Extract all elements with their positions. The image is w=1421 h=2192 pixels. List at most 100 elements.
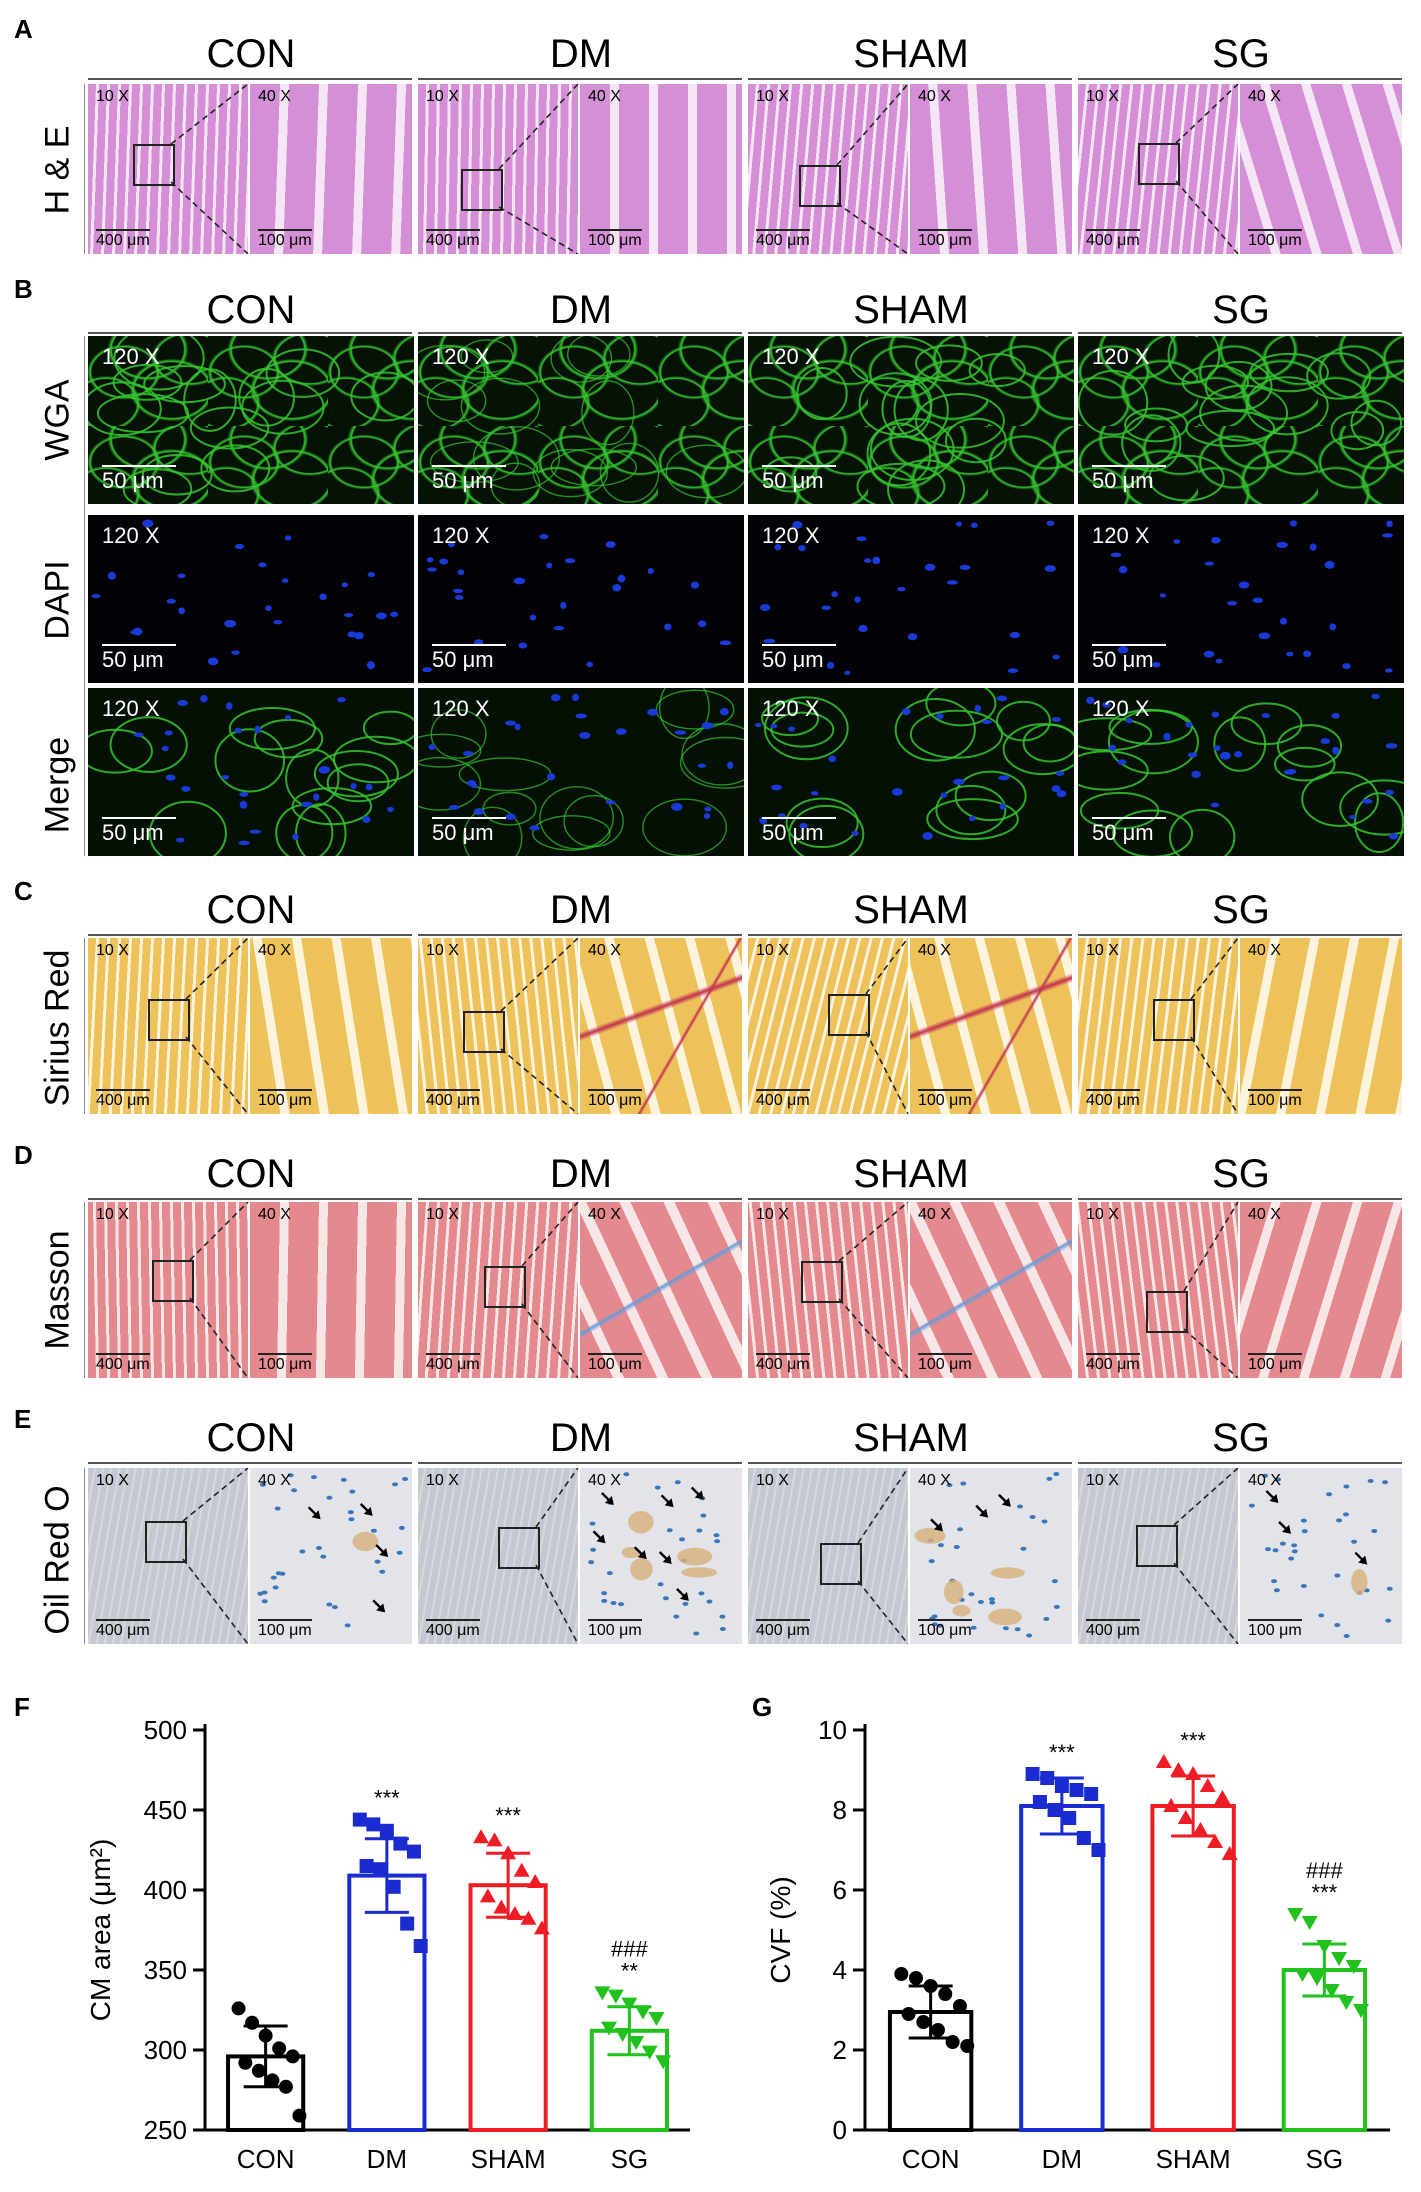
oil-red-nuclei [588,1472,726,1636]
membrane-network [1078,336,1403,502]
scale-bar [1086,1353,1140,1355]
nuclei [1110,520,1393,673]
scale-bar [102,817,176,819]
panel-label-e: E [14,1404,32,1434]
arrow-marker [975,1504,989,1518]
sirius-zoom-con: 40 X 100 μm [250,938,412,1114]
wga-image-dm: 120 X 50 μm [418,336,744,504]
magnification-label: 40 X [918,1472,951,1489]
group-underline [1078,1462,1402,1464]
significance-label: *** [1049,1740,1075,1765]
magnification-label: 40 X [1248,1206,1281,1223]
he-zoom-dm: 40 X 100 μm [580,84,742,254]
zoom-connector-lines [1183,1202,1239,1378]
zoom-connector-lines [521,1202,579,1378]
scale-bar-label: 50 μm [1092,817,1166,846]
scale-bar-label: 50 μm [432,817,506,846]
roi-box [1146,1291,1188,1333]
data-point [1084,1787,1099,1801]
scale-bar-label: 400 μm [1086,229,1140,250]
he-zoom-sham: 40 X 100 μm [910,84,1072,254]
magnification-label: 10 X [426,1206,459,1223]
masson-zoom-sg: 40 X 100 μm [1240,1202,1402,1378]
data-point [272,2041,287,2056]
zoom-connector-lines [1173,1468,1239,1644]
data-point [486,1832,503,1847]
y-tick-label: 2 [833,2035,847,2065]
row-label-he: H & E [38,125,77,215]
he-overview-sham: 10 X 400 μm [748,84,908,254]
scale-bar-label: 400 μm [96,1619,150,1640]
group-underline [748,78,1072,80]
magnification-label: 10 X [96,1206,129,1223]
data-point [621,1997,638,2012]
y-tick-label: 350 [144,1955,187,1985]
figure-left-rule [84,1202,85,1378]
wga-image-sham: 120 X 50 μm [748,336,1074,504]
scale-bar [588,1089,642,1091]
roi-box [1138,143,1180,185]
scale-bar [96,1619,150,1621]
zoom-connector-lines [535,1468,579,1644]
data-point [352,1812,367,1827]
roi-box [799,165,841,207]
scale-bar [1086,229,1140,231]
scale-bar-label: 50 μm [762,465,836,494]
x-tick-label: CON [237,2144,295,2174]
group-underline [418,1198,742,1200]
scale-bar-label: 100 μm [1248,1619,1302,1640]
scale-bar [96,229,150,231]
he-overview-sg: 10 X 400 μm [1078,84,1238,254]
significance-label: *** [374,1786,400,1811]
oil-overview-sg: 10 X 400 μm [1078,1468,1238,1644]
scale-bar-label: 400 μm [426,229,480,250]
data-point [379,1823,394,1838]
data-point [1345,1960,1362,1974]
data-point [1025,1767,1040,1781]
data-point [641,2045,658,2060]
x-tick-label: SG [611,2144,649,2174]
panel-label-d: D [14,1140,33,1170]
data-point [607,1989,624,2004]
panel-label-g: G [752,1692,773,1722]
cm-area-bar-chart: 250 300 350 400 450 500 CM area (μm²) CON *** DM *… [85,1715,690,2174]
scale-bar-label: 400 μm [756,229,810,250]
data-point [265,2073,280,2088]
group-title-sham: SHAM [853,32,969,76]
scale-bar-label: 400 μm [756,1619,810,1640]
merge-image-dm: 120 X 50 μm [418,688,744,856]
zoom-connector-lines [857,1468,909,1644]
roi-box [820,1543,862,1585]
group-title-sham: SHAM [853,1152,969,1196]
scale-bar-label: 50 μm [102,644,176,673]
bar-dm [1019,1804,1105,2132]
arrow-marker [676,1588,689,1601]
panel-label-a: A [14,14,33,44]
data-point [292,2108,307,2123]
zoom-connector-lines [500,938,579,1114]
row-label-dapi: DAPI [38,560,77,640]
masson-zoom-sham: 40 X 100 μm [910,1202,1072,1378]
scale-bar [96,1089,150,1091]
group-title-sg: SG [1212,1152,1270,1196]
oil-zoom-sg: 40 X 100 μm [1240,1468,1402,1644]
scale-bar [918,1089,972,1091]
x-tick-label: CON [902,2144,960,2174]
magnification-label: 10 X [756,942,789,959]
roi-box [145,1521,187,1563]
oil-overview-con: 10 X 400 μm [88,1468,248,1644]
arrow-marker [998,1493,1011,1507]
figure-left-rule [84,84,85,254]
group-title-sg: SG [1212,32,1270,76]
magnification-label: 10 X [426,942,459,959]
data-point [479,1888,496,1903]
y-tick-label: 8 [833,1795,847,1825]
scale-bar-label: 100 μm [588,229,642,250]
group-underline [1078,1198,1402,1200]
magnification-label: 10 X [426,1472,459,1489]
scale-bar-label: 100 μm [1248,1353,1302,1374]
roi-box [152,1260,194,1302]
dapi-image-sg: 120 X 50 μm [1078,515,1404,683]
group-title-dm: DM [549,32,613,76]
roi-box [484,1266,526,1308]
